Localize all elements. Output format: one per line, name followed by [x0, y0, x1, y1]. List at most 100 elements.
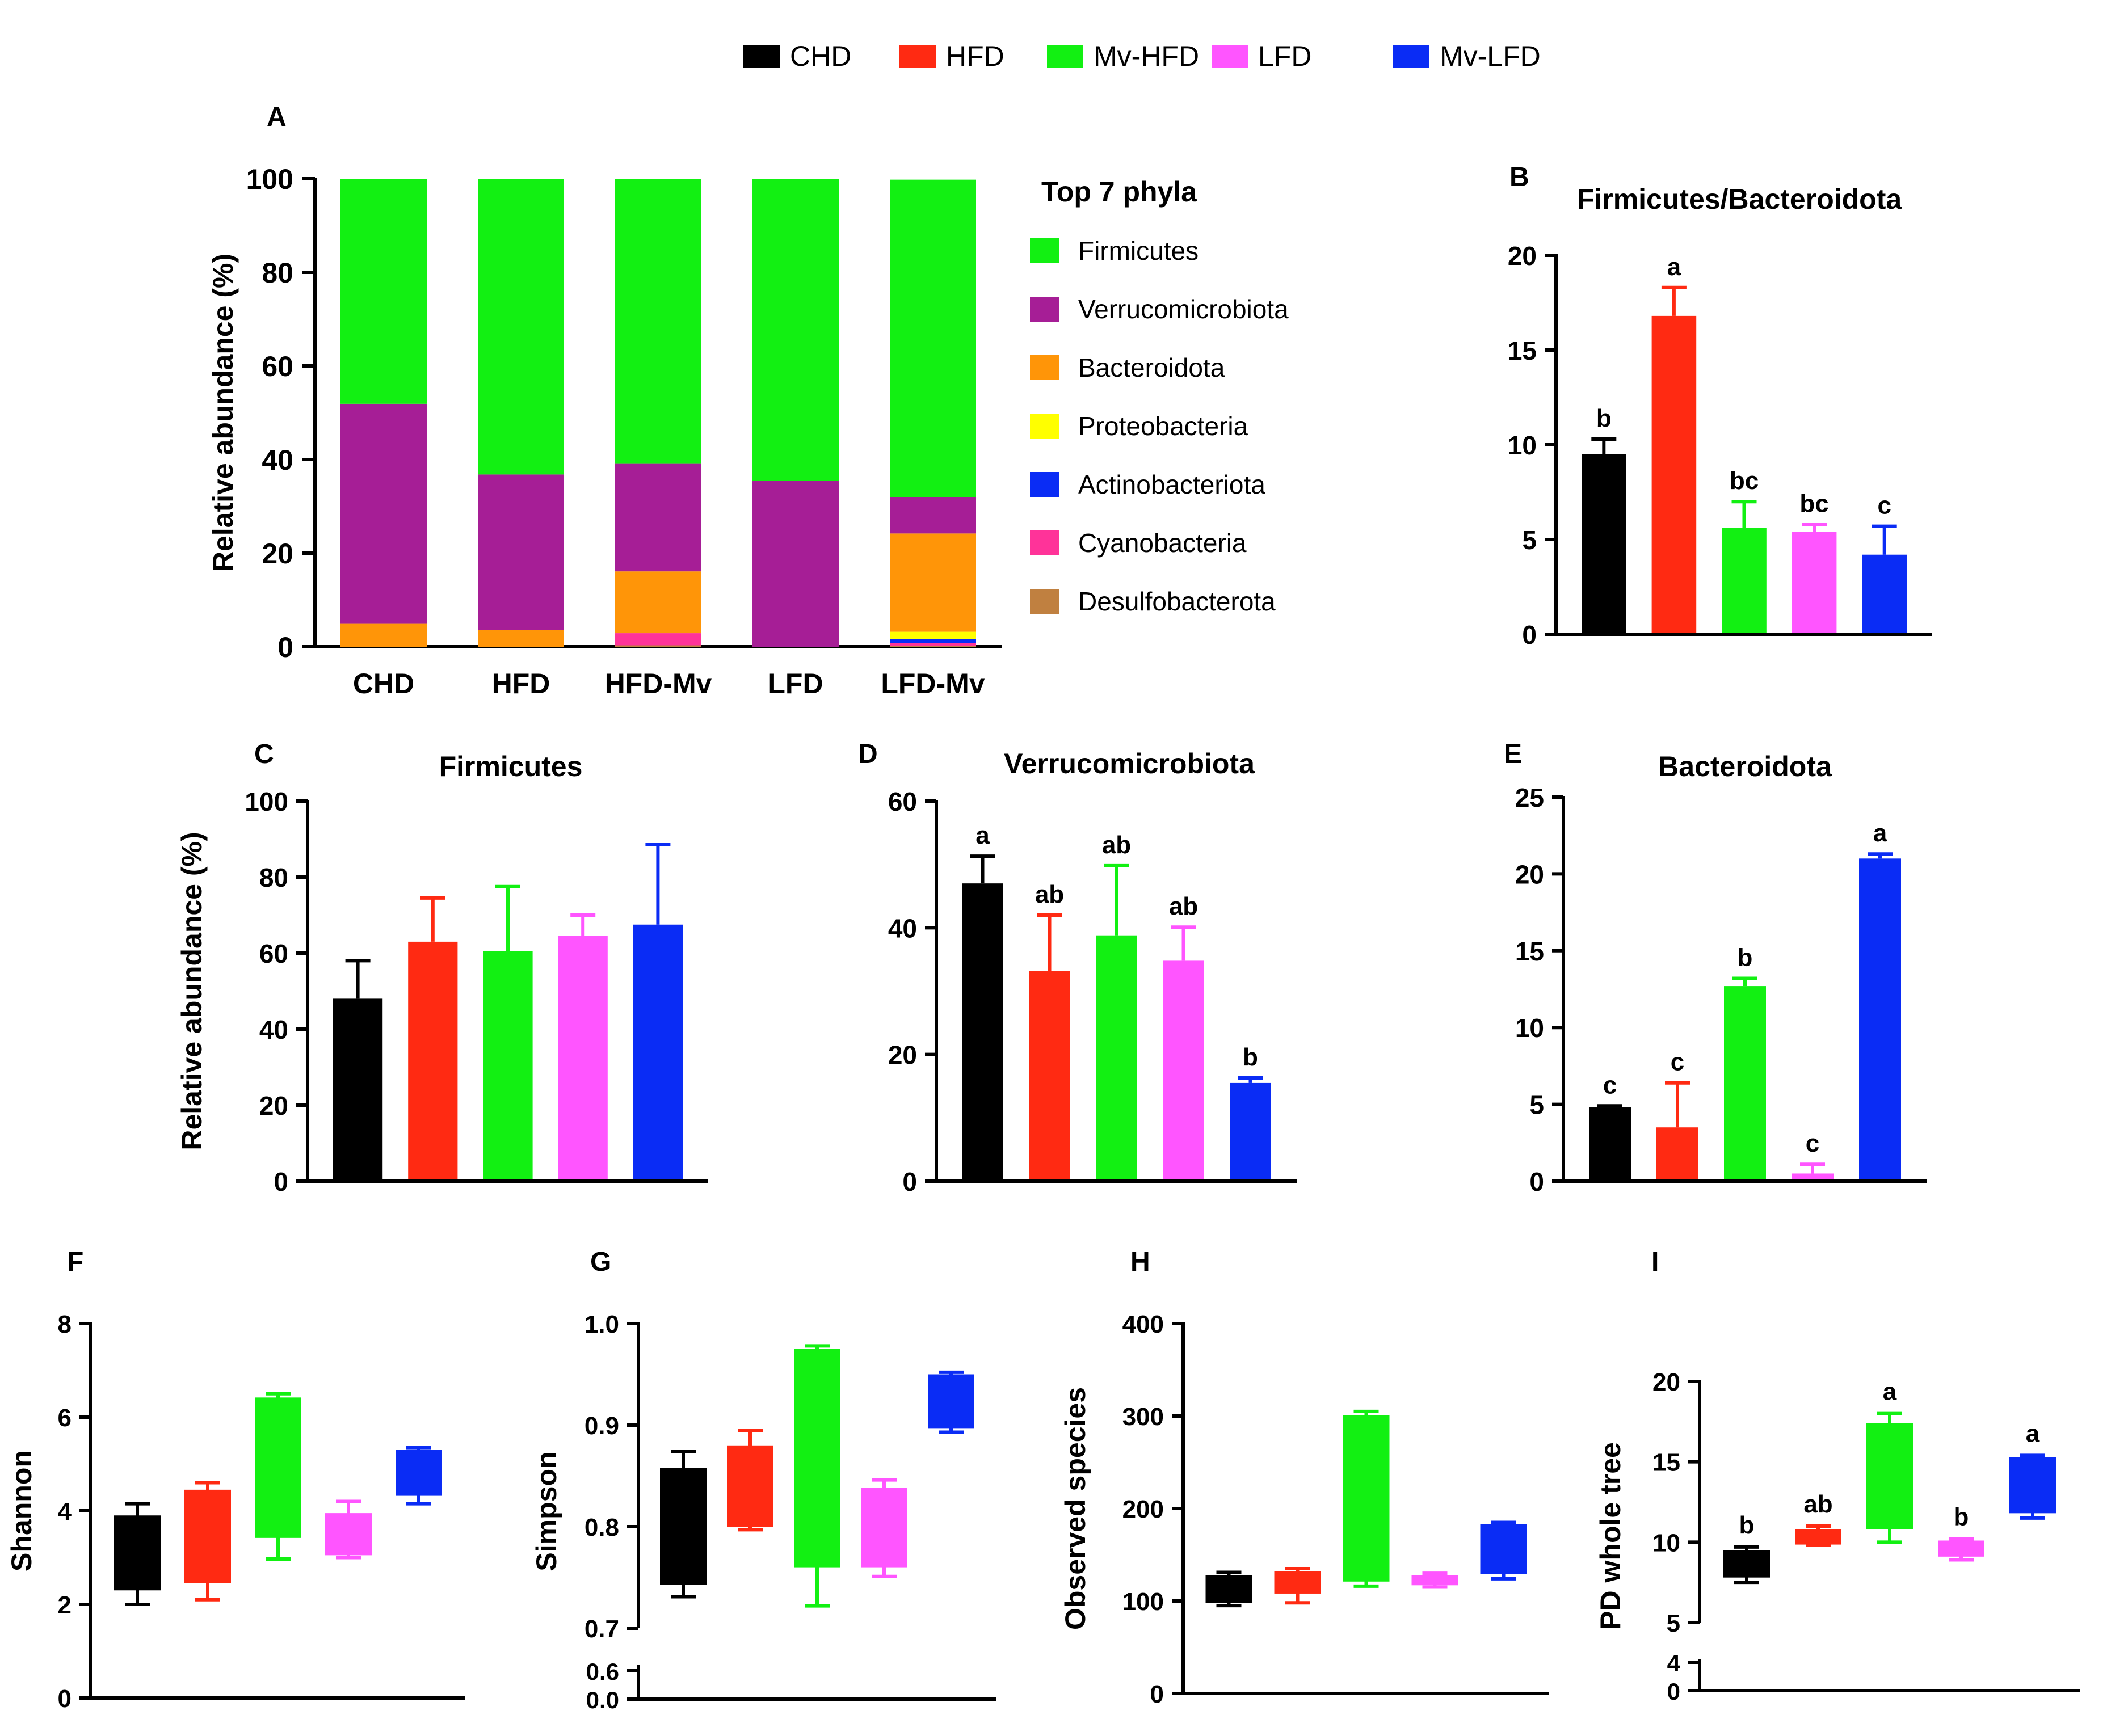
box-lfd [1411, 1575, 1458, 1586]
phylum-swatch-verrucomicrobiota [1030, 297, 1059, 322]
bar-mv-lfd [1859, 858, 1901, 1179]
phylum-label-desulfobacterota: Desulfobacterota [1078, 587, 1276, 616]
bar-lfd [558, 936, 608, 1179]
y-tick-label: 5 [1529, 1090, 1544, 1120]
box-mv-lfd [928, 1374, 974, 1429]
y-tick-label: 10 [1508, 431, 1537, 460]
panel-f-chart: 0 2 4 6 8 Shannon [6, 1311, 465, 1713]
phylum-swatch-proteobacteria [1030, 414, 1059, 439]
box-chd [114, 1515, 161, 1591]
y-tick-label: 100 [245, 787, 288, 816]
y-axis-label: Relative abundance (%) [176, 832, 208, 1150]
stacked-segment-firmicutes [752, 179, 839, 481]
significance-letter: ab [1102, 831, 1131, 859]
y-tick-label: 6 [58, 1404, 72, 1432]
box-mv-hfd [1343, 1415, 1390, 1582]
significance-letter: a [1873, 819, 1887, 847]
y-tick-label: 0 [274, 1167, 288, 1196]
y-tick-label: 0.7 [584, 1615, 619, 1643]
phylum-swatch-actinobacteriota [1030, 472, 1059, 497]
box-mv-hfd [255, 1397, 301, 1538]
box-hfd [184, 1489, 231, 1583]
panel-b-chart: 0 5 10 15 20 Firmicutes/Bacteroidota b a bc bc c [1508, 183, 1932, 650]
box-lfd [1938, 1540, 1984, 1557]
y-tick-label: 20 [259, 1091, 288, 1120]
box-hfd [1795, 1529, 1841, 1545]
legend-label-lfd: LFD [1258, 40, 1311, 72]
phylum-swatch-firmicutes [1030, 238, 1059, 263]
stacked-segment-verrucomicrobiota [752, 481, 839, 647]
bar-hfd [1029, 971, 1070, 1179]
phylum-swatch-cyanobacteria [1030, 530, 1059, 555]
bar-hfd [408, 941, 458, 1179]
significance-letter: b [1738, 944, 1753, 972]
y-axis-label: Shannon [6, 1450, 37, 1571]
stacked-segment-cyanobacteria [615, 633, 701, 646]
bar-mv-lfd [633, 924, 683, 1179]
y-tick-label: 10 [1515, 1013, 1544, 1043]
y-tick-label: 40 [888, 913, 917, 943]
y-tick-label: 25 [1515, 783, 1544, 812]
significance-letter: ab [1803, 1490, 1832, 1518]
x-tick-label: LFD [768, 668, 823, 700]
y-tick-label: 0.9 [584, 1412, 619, 1440]
box-hfd [727, 1445, 773, 1527]
stacked-segment-cyanobacteria [890, 643, 976, 646]
stacked-segment-bacteroidota [890, 533, 976, 632]
y-tick-label: 15 [1652, 1449, 1680, 1477]
y-tick-label: 60 [888, 787, 917, 816]
y-tick-label: 40 [259, 1015, 288, 1044]
y-tick-label: 1.0 [584, 1311, 619, 1338]
box-mv-lfd [2009, 1457, 2056, 1514]
phylum-label-actinobacteriota: Actinobacteriota [1078, 470, 1265, 499]
phylum-swatch-bacteroidota [1030, 355, 1059, 380]
stacked-segment-firmicutes [478, 179, 564, 475]
y-tick-label: 60 [262, 351, 293, 382]
panel-letter-f: F [67, 1247, 83, 1277]
y-tick-label: 4 [58, 1498, 72, 1526]
legend-label-mv-lfd: Mv-LFD [1440, 40, 1541, 72]
y-tick-label: 80 [262, 257, 293, 289]
significance-letter: b [1596, 404, 1612, 432]
y-tick-label: 0 [1529, 1167, 1544, 1196]
panel-g-chart: 0.00.6 0.7 0.8 0.9 1.0 Simpson [531, 1311, 996, 1713]
legend-swatch-hfd [899, 45, 936, 68]
bar-chd [333, 998, 383, 1179]
phylum-swatch-desulfobacterota [1030, 589, 1059, 614]
y-tick-label: 100 [1122, 1588, 1164, 1616]
panel-letter-i: I [1651, 1247, 1659, 1277]
bar-mv-lfd [1862, 554, 1907, 633]
y-tick-label: 5 [1522, 525, 1537, 555]
bar-chd [962, 883, 1003, 1179]
y-tick-label: 60 [259, 939, 288, 968]
panel-letter-e: E [1504, 739, 1522, 769]
y-tick-label: 20 [1652, 1368, 1680, 1396]
panel-letter-h: H [1130, 1247, 1150, 1277]
x-tick-label: HFD [492, 668, 550, 700]
significance-letter: c [1806, 1130, 1819, 1157]
panel-letter-d: D [858, 739, 878, 769]
panel-h-chart: 0 100 200 300 400 Observed species [1059, 1311, 1549, 1708]
y-tick-label: 0.8 [584, 1514, 619, 1541]
y-tick-label: 0 [902, 1167, 917, 1196]
box-mv-lfd [396, 1450, 442, 1496]
stacked-segment-verrucomicrobiota [340, 403, 427, 624]
significance-letter: a [2026, 1419, 2040, 1447]
chart-title: Firmicutes/Bacteroidota [1577, 183, 1903, 215]
legend-label-mv-hfd: Mv-HFD [1094, 40, 1199, 72]
bar-hfd [1656, 1127, 1698, 1179]
significance-letter: bc [1799, 490, 1828, 517]
y-axis-label: Observed species [1059, 1387, 1091, 1630]
y-tick-label: 2 [58, 1591, 72, 1619]
y-tick-label: 100 [246, 163, 293, 195]
y-tick-label: 0.0 [586, 1687, 619, 1713]
significance-letter: ab [1035, 880, 1064, 908]
stacked-segment-verrucomicrobiota [615, 463, 701, 572]
y-axis-label: Simpson [531, 1451, 562, 1571]
significance-letter: a [975, 821, 990, 849]
stacked-segment-actinobacteriota [890, 638, 976, 643]
y-tick-label: 0 [277, 631, 293, 663]
phylum-label-bacteroidota: Bacteroidota [1078, 353, 1225, 382]
y-tick-label: 20 [1515, 859, 1544, 889]
y-tick-label: 0.6 [586, 1658, 619, 1685]
